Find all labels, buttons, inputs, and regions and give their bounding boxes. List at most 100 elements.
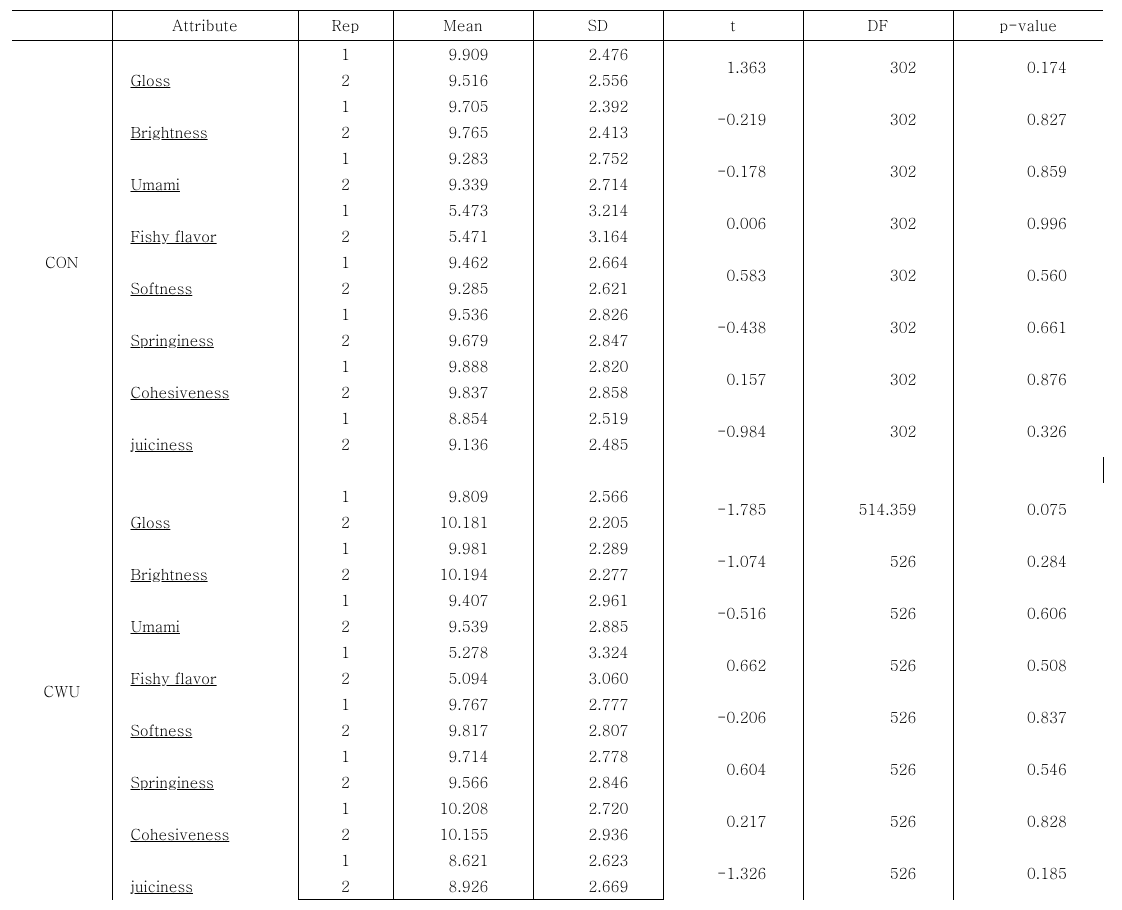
header-t: t — [663, 11, 803, 41]
p-value: 0.828 — [953, 795, 1103, 847]
rep-value: 2 — [298, 509, 393, 535]
sd-value: 2.664 — [533, 249, 663, 275]
table-row: CWUGloss19.8092.566-1.785514.3590.075 — [12, 483, 1110, 509]
df-value: 302 — [803, 197, 953, 249]
mean-value: 10.155 — [393, 821, 533, 847]
sd-value: 3.214 — [533, 197, 663, 223]
mean-value: 8.926 — [393, 873, 533, 900]
mean-value: 5.473 — [393, 197, 533, 223]
header-sd: SD — [533, 11, 663, 41]
sd-value: 2.519 — [533, 405, 663, 431]
sd-value: 2.858 — [533, 379, 663, 405]
df-value: 526 — [803, 535, 953, 587]
t-value: 0.583 — [663, 249, 803, 301]
p-value: 0.606 — [953, 587, 1103, 639]
rep-value: 1 — [298, 301, 393, 327]
attribute-label: Fishy flavor — [131, 226, 217, 247]
mean-value: 9.714 — [393, 743, 533, 769]
header-rep: Rep — [298, 11, 393, 41]
sd-value: 2.826 — [533, 301, 663, 327]
sd-value: 2.714 — [533, 171, 663, 197]
attribute-cell: Gloss — [112, 483, 298, 535]
p-value: 0.284 — [953, 535, 1103, 587]
sd-value: 2.623 — [533, 847, 663, 873]
p-value: 0.174 — [953, 41, 1103, 94]
rep-value: 1 — [298, 795, 393, 821]
rep-value: 2 — [298, 717, 393, 743]
group-label: CON — [12, 41, 112, 484]
attribute-label: Brightness — [131, 564, 208, 585]
t-value: 0.006 — [663, 197, 803, 249]
df-value: 526 — [803, 639, 953, 691]
header-df: DF — [803, 11, 953, 41]
mean-value: 9.837 — [393, 379, 533, 405]
mean-value: 9.765 — [393, 119, 533, 145]
attribute-cell: Cohesiveness — [112, 795, 298, 847]
statistics-table-container: Attribute Rep Mean SD t DF p-value CONGl… — [0, 0, 1122, 910]
t-value: -0.984 — [663, 405, 803, 457]
df-value: 526 — [803, 743, 953, 795]
mean-value: 9.566 — [393, 769, 533, 795]
sd-value: 3.324 — [533, 639, 663, 665]
p-value: 0.859 — [953, 145, 1103, 197]
attribute-label: juiciness — [131, 434, 193, 455]
rep-value: 1 — [298, 353, 393, 379]
p-value: 0.546 — [953, 743, 1103, 795]
rep-value: 2 — [298, 665, 393, 691]
attribute-label: Springiness — [131, 772, 214, 793]
table-row: Softness19.4622.6640.5833020.560 — [12, 249, 1110, 275]
attribute-cell: Fishy flavor — [112, 639, 298, 691]
mean-value: 9.283 — [393, 145, 533, 171]
df-value: 526 — [803, 587, 953, 639]
group-label: CWU — [12, 483, 112, 900]
rep-value: 2 — [298, 119, 393, 145]
mean-value: 9.888 — [393, 353, 533, 379]
df-value: 514.359 — [803, 483, 953, 535]
table-row: juiciness18.6212.623-1.3265260.185 — [12, 847, 1110, 873]
mean-value: 9.809 — [393, 483, 533, 509]
rep-value: 1 — [298, 405, 393, 431]
t-value: -0.206 — [663, 691, 803, 743]
t-value: 0.157 — [663, 353, 803, 405]
mean-value: 10.181 — [393, 509, 533, 535]
attribute-label: Cohesiveness — [131, 382, 230, 403]
sd-value: 2.476 — [533, 41, 663, 68]
attribute-label: Springiness — [131, 330, 214, 351]
df-value: 302 — [803, 405, 953, 457]
p-value: 0.661 — [953, 301, 1103, 353]
rep-value: 2 — [298, 171, 393, 197]
mean-value: 9.679 — [393, 327, 533, 353]
sd-value: 2.807 — [533, 717, 663, 743]
sd-value: 2.846 — [533, 769, 663, 795]
sd-value: 2.205 — [533, 509, 663, 535]
rep-value: 1 — [298, 639, 393, 665]
p-value: 0.508 — [953, 639, 1103, 691]
mean-value: 9.539 — [393, 613, 533, 639]
t-value: -0.438 — [663, 301, 803, 353]
mean-value: 10.194 — [393, 561, 533, 587]
t-value: -0.178 — [663, 145, 803, 197]
attribute-label: Brightness — [131, 122, 208, 143]
attribute-cell: Cohesiveness — [112, 353, 298, 405]
t-value: -1.074 — [663, 535, 803, 587]
rep-value: 2 — [298, 379, 393, 405]
attribute-cell: Umami — [112, 145, 298, 197]
attribute-cell: Softness — [112, 249, 298, 301]
sd-value: 2.847 — [533, 327, 663, 353]
rep-value: 1 — [298, 587, 393, 613]
sd-value: 2.392 — [533, 93, 663, 119]
t-value: -0.219 — [663, 93, 803, 145]
attribute-label: juiciness — [131, 876, 193, 897]
rep-value: 1 — [298, 197, 393, 223]
p-value: 0.876 — [953, 353, 1103, 405]
df-value: 302 — [803, 145, 953, 197]
df-value: 302 — [803, 353, 953, 405]
mean-value: 9.136 — [393, 431, 533, 457]
attribute-cell: Springiness — [112, 743, 298, 795]
sd-value: 3.060 — [533, 665, 663, 691]
table-row: Springiness19.7142.7780.6045260.546 — [12, 743, 1110, 769]
sd-value: 2.621 — [533, 275, 663, 301]
attribute-cell: Gloss — [112, 41, 298, 94]
table-body: CONGloss19.9092.4761.3633020.17429.5162.… — [12, 41, 1110, 900]
sd-value: 2.669 — [533, 873, 663, 900]
